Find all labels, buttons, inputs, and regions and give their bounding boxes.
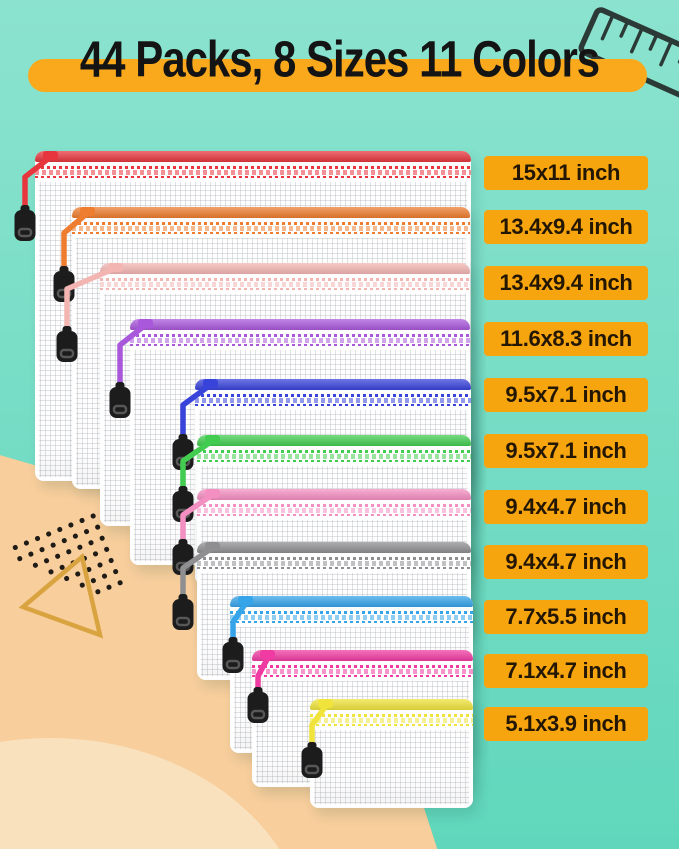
zipper-bar-magenta — [252, 650, 473, 661]
stitch-band — [130, 333, 470, 346]
dot — [61, 537, 67, 544]
zipper-bar-red — [35, 151, 471, 162]
dot — [112, 568, 119, 575]
size-label-text: 13.4x9.4 inch — [499, 214, 633, 239]
stitch-band — [72, 221, 470, 234]
stitch-band — [35, 165, 471, 178]
stitch-band — [310, 713, 473, 726]
size-label: 13.4x9.4 inch — [484, 210, 648, 244]
size-label-text: 9.4x4.7 inch — [505, 494, 627, 519]
size-label: 7.7x5.5 inch — [484, 600, 648, 634]
size-label: 11.6x8.3 inch — [484, 322, 648, 356]
zipper-bar-sky-blue — [230, 596, 473, 607]
zipper-bar-orange — [72, 207, 470, 218]
stitch-band — [230, 610, 473, 623]
size-label-text: 15x11 inch — [511, 160, 621, 185]
zipper-bar-green — [197, 435, 471, 446]
dot — [98, 535, 105, 542]
title-highlight-bar — [28, 59, 647, 92]
size-label: 9.4x4.7 inch — [484, 545, 648, 579]
zipper-bar-pink — [197, 489, 471, 500]
size-label-text: 9.4x4.7 inch — [505, 549, 627, 574]
stitch-band — [197, 503, 471, 516]
size-label-text: 13.4x9.4 inch — [499, 270, 633, 295]
size-label: 13.4x9.4 inch — [484, 266, 648, 300]
size-label: 5.1x3.9 inch — [484, 707, 648, 741]
size-label-text: 11.6x8.3 inch — [500, 326, 632, 351]
zipper-bar-yellow — [310, 699, 473, 710]
mesh-pouch-yellow — [310, 699, 473, 808]
dot — [89, 512, 96, 519]
dot — [34, 535, 41, 542]
dot — [78, 517, 85, 524]
zipper-bar-purple — [130, 319, 470, 330]
dot — [87, 539, 94, 546]
stitch-band — [197, 556, 471, 569]
size-label-text: 9.5x7.1 inch — [505, 438, 627, 463]
dot — [116, 579, 123, 586]
page-title: 44 Packs, 8 Sizes 11 Colors — [79, 30, 600, 88]
zipper-bar-blue — [195, 379, 471, 390]
ruler-icon — [578, 7, 679, 124]
zipper-bar-gray — [197, 542, 471, 553]
size-label: 7.1x4.7 inch — [484, 654, 648, 688]
dot — [45, 530, 52, 537]
size-label: 9.5x7.1 inch — [484, 434, 648, 468]
size-label: 9.5x7.1 inch — [484, 378, 648, 412]
stitch-band — [197, 449, 471, 462]
zipper-bar-rose — [100, 263, 470, 274]
dot — [23, 539, 30, 546]
triangle-outline-decoration — [18, 552, 104, 639]
size-label-text: 9.5x7.1 inch — [505, 382, 627, 407]
size-label-text: 7.7x5.5 inch — [505, 604, 627, 629]
stitch-band — [252, 664, 473, 677]
header: 44 Packs, 8 Sizes 11 Colors — [0, 0, 679, 110]
mesh-body — [310, 726, 473, 808]
dot — [56, 526, 63, 533]
dot — [72, 533, 79, 539]
size-label-text: 5.1x3.9 inch — [505, 711, 627, 736]
size-label: 15x11 inch — [484, 156, 648, 190]
stitch-band — [195, 393, 471, 406]
dot — [83, 528, 90, 535]
size-label: 9.4x4.7 inch — [484, 490, 648, 524]
size-label-text: 7.1x4.7 inch — [505, 658, 627, 683]
stitch-band — [100, 277, 470, 290]
dot — [67, 521, 74, 528]
